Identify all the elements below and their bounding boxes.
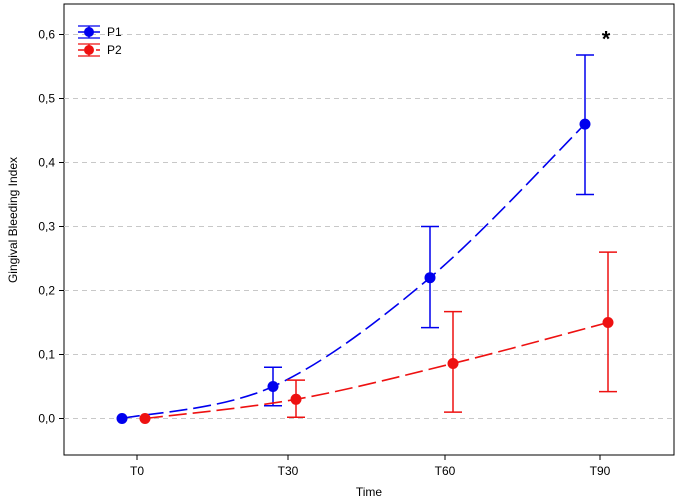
- y-axis: 0,0 0,1 0,2 0,3 0,4 0,5 0,6: [38, 28, 64, 426]
- annotation-layer: *: [602, 27, 611, 52]
- y-tick-label: 0,6: [38, 28, 55, 42]
- grid-lines: [64, 34, 674, 419]
- legend-marker: [84, 45, 94, 55]
- series-p1: [116, 54, 594, 424]
- data-point: [602, 317, 614, 328]
- x-tick-label: T60: [435, 464, 456, 478]
- y-tick-label: 0,5: [38, 92, 55, 106]
- series-line: [144, 321, 609, 420]
- y-tick-label: 0,0: [38, 412, 55, 426]
- x-tick-label: T0: [130, 464, 144, 478]
- x-tick-label: T90: [590, 464, 611, 478]
- data-point: [116, 413, 128, 424]
- data-point: [447, 357, 459, 369]
- y-tick-label: 0,4: [38, 156, 55, 170]
- data-point: [424, 272, 436, 284]
- significance-marker: *: [602, 27, 611, 52]
- legend-item-p2: P2: [78, 43, 122, 57]
- y-tick-label: 0,3: [38, 220, 55, 234]
- data-point: [139, 413, 151, 424]
- y-axis-title: Gingival Bleeding Index: [6, 157, 20, 283]
- series-layer: [116, 54, 617, 424]
- data-point: [290, 393, 302, 405]
- plot-frame: [63, 3, 675, 456]
- legend-item-p1: P1: [78, 25, 122, 39]
- data-point: [579, 118, 591, 130]
- x-tick-label: T30: [278, 464, 299, 478]
- y-tick-label: 0,1: [38, 348, 55, 362]
- data-point: [267, 381, 279, 392]
- series-p2: [139, 251, 617, 424]
- legend-label: P1: [107, 25, 122, 39]
- series-line: [121, 123, 586, 420]
- legend-label: P2: [107, 43, 122, 57]
- legend-marker: [84, 27, 94, 37]
- y-tick-label: 0,2: [38, 284, 55, 298]
- x-axis: T0 T30 T60 T90: [130, 455, 611, 478]
- x-axis-title: Time: [356, 485, 383, 499]
